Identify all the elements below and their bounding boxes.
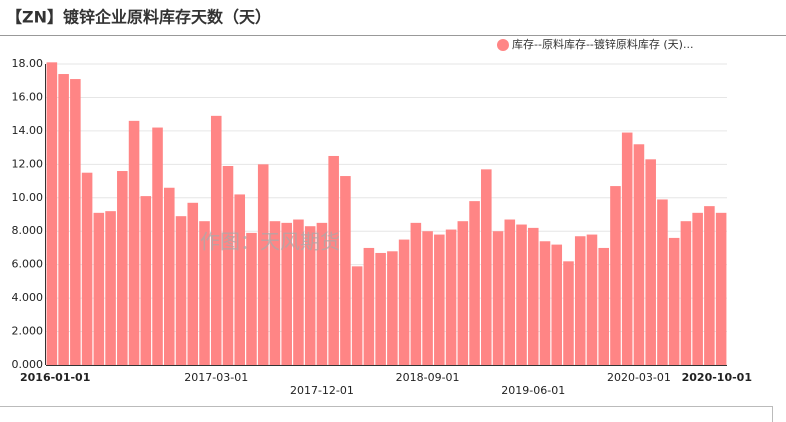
x-tick-label: 2017-12-01: [290, 384, 354, 397]
bar: [387, 251, 398, 365]
bar: [105, 211, 116, 365]
bar: [140, 196, 152, 365]
bar: [610, 186, 621, 365]
bar: [164, 187, 175, 365]
y-tick-label: 0.000: [12, 358, 44, 371]
x-tick-label: 2020-03-01: [607, 371, 671, 384]
bar: [293, 219, 304, 365]
x-tick-label: 2018-09-01: [396, 371, 460, 384]
bar: [210, 115, 222, 365]
plot: 0.000 2.000 4.000 6.000 8.000 10.00 12.00 14.00…: [12, 57, 753, 397]
bar: [633, 144, 645, 365]
legend-swatch: [497, 39, 509, 51]
chart-title: 【ZN】镀锌企业原料库存天数（天）: [6, 8, 271, 27]
bar: [551, 244, 563, 365]
y-tick-label: 12.00: [12, 157, 44, 170]
bar: [316, 222, 328, 365]
bar: [645, 159, 656, 365]
bar: [715, 212, 727, 365]
bar: [680, 221, 692, 365]
x-tick-label: 2017-03-01: [184, 371, 248, 384]
bar: [93, 212, 105, 365]
bar: [281, 222, 292, 365]
bar: [222, 166, 234, 365]
bar: [269, 221, 281, 365]
bar: [363, 247, 375, 365]
bar: [657, 199, 668, 365]
bar: [375, 252, 386, 365]
bar: [328, 155, 339, 365]
bar: [481, 169, 492, 365]
y-tick-label: 16.00: [12, 90, 44, 103]
x-tick-label: 2020-10-01: [682, 371, 752, 384]
bar: [81, 172, 93, 365]
bar: [351, 266, 363, 365]
x-tick-label: 2016-01-01: [20, 371, 90, 384]
bar: [70, 79, 81, 366]
bar: [457, 221, 469, 365]
bar: [304, 226, 316, 365]
bar: [704, 206, 715, 365]
bar: [539, 241, 551, 365]
bar: [504, 219, 516, 365]
bar: [199, 221, 210, 365]
bar: [340, 176, 351, 365]
y-tick-label: 10.00: [12, 191, 44, 204]
bar: [434, 234, 445, 365]
y-tick-label: 18.00: [12, 57, 44, 70]
x-tick-label: 2019-06-01: [501, 384, 565, 397]
bar: [692, 212, 703, 365]
bar: [527, 227, 539, 365]
watermark: 作图：天风期货: [200, 230, 340, 254]
y-tick-label: 4.000: [12, 291, 44, 304]
bar: [469, 201, 480, 365]
bar: [152, 127, 163, 366]
bar: [574, 236, 586, 365]
bar: [246, 232, 257, 365]
bar: [117, 171, 128, 365]
bar: [187, 202, 199, 365]
bar: [257, 164, 269, 365]
bar: [398, 239, 410, 365]
y-tick-label: 2.000: [12, 325, 44, 338]
bar: [410, 222, 422, 365]
bar: [46, 62, 58, 365]
legend-label: 库存--原料库存--镀锌原料库存 (天)...: [512, 37, 693, 51]
y-tick-label: 8.000: [12, 224, 44, 237]
bar: [445, 229, 457, 365]
bar: [668, 237, 680, 365]
y-tick-label: 6.000: [12, 258, 44, 271]
bar: [598, 247, 609, 365]
bar: [586, 234, 598, 365]
bar: [58, 74, 69, 366]
bar: [422, 231, 433, 365]
bar: [492, 231, 504, 365]
bar: [621, 132, 633, 365]
bar: [175, 216, 187, 365]
bar: [234, 194, 246, 365]
bar: [516, 224, 527, 365]
y-tick-label: 14.00: [12, 124, 44, 137]
bar: [128, 120, 140, 365]
bar: [563, 261, 574, 365]
